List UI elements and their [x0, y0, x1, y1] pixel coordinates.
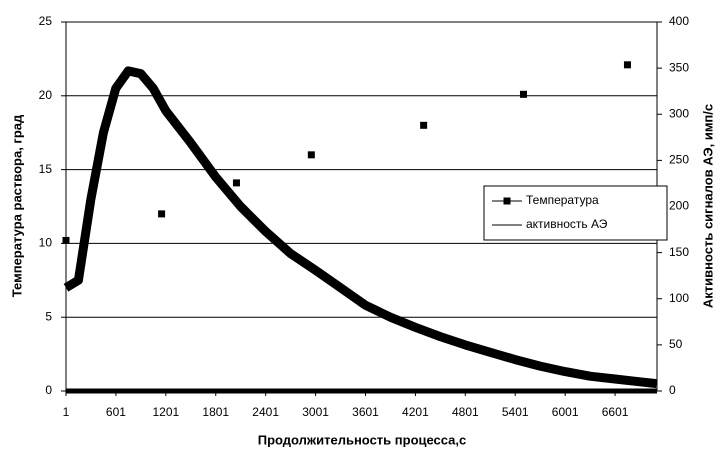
y2-tick-label: 350	[669, 60, 689, 74]
marker	[232, 179, 240, 187]
x-tick-label: 4801	[452, 405, 479, 419]
y2-tick-label: 100	[669, 291, 689, 305]
legend-label: активность АЭ	[526, 217, 608, 231]
series-line	[63, 66, 658, 389]
y2-tick-label: 250	[669, 153, 689, 167]
y2-tick-label: 0	[669, 383, 676, 397]
y-tick-label: 20	[39, 88, 53, 102]
y2-axis-label: Активность сигналов АЭ, имп/с	[700, 104, 715, 308]
x-tick-label: 5401	[502, 405, 529, 419]
y-tick-label: 0	[45, 383, 52, 397]
y2-tick-label: 400	[669, 14, 689, 28]
y-tick-label: 25	[39, 14, 53, 28]
marker	[158, 210, 166, 218]
x-tick-label: 4201	[402, 405, 429, 419]
x-tick-label: 3601	[352, 405, 379, 419]
y-tick-label: 5	[45, 309, 52, 323]
legend-label: Температура	[526, 193, 599, 207]
y-axis-label: Температура раствора, град	[9, 114, 24, 297]
x-tick-label: 1	[63, 405, 70, 419]
y2-tick-label: 300	[669, 106, 689, 120]
y-tick-label: 10	[39, 236, 53, 250]
x-tick-label: 1801	[202, 405, 229, 419]
x-tick-label: 2401	[252, 405, 279, 419]
y-tick-label: 15	[39, 162, 53, 176]
y2-tick-label: 200	[669, 199, 689, 213]
y2-tick-label: 150	[669, 245, 689, 259]
marker	[519, 90, 527, 98]
marker	[420, 121, 428, 129]
marker	[623, 61, 631, 69]
x-tick-label: 6001	[552, 405, 579, 419]
x-tick-label: 1201	[152, 405, 179, 419]
marker	[307, 151, 315, 159]
y2-tick-label: 50	[669, 337, 683, 351]
legend-box	[483, 185, 668, 241]
x-tick-label: 6601	[602, 405, 629, 419]
x-tick-label: 601	[106, 405, 126, 419]
x-axis-label: Продолжительность процесса,с	[258, 432, 467, 447]
marker	[62, 236, 70, 244]
legend-marker	[503, 197, 511, 205]
x-tick-label: 3001	[302, 405, 329, 419]
